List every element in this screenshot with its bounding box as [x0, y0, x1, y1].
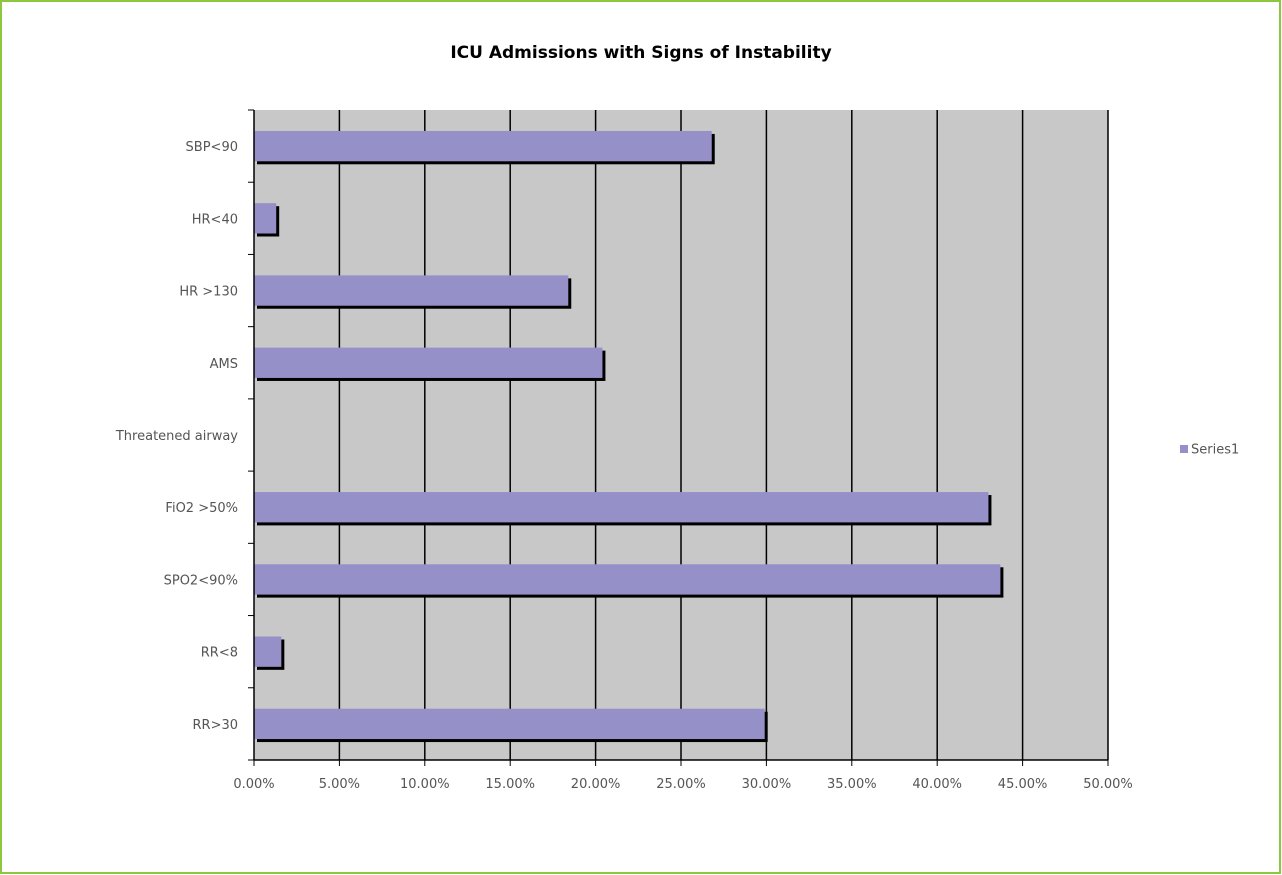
bars — [254, 130, 1004, 743]
x-tick-label: 35.00% — [827, 777, 877, 792]
category-label: RR>30 — [193, 718, 239, 733]
category-label: Threatened airway — [115, 429, 238, 444]
x-tick-label: 25.00% — [656, 777, 706, 792]
x-tick-label: 10.00% — [400, 777, 450, 792]
axes — [248, 109, 1109, 766]
bar — [254, 130, 712, 162]
category-label: RR<8 — [201, 646, 238, 661]
chart-title: ICU Admissions with Signs of Instability — [450, 43, 831, 63]
legend-swatch — [1180, 445, 1188, 453]
bar — [254, 564, 1001, 595]
category-label: HR >130 — [179, 285, 238, 300]
legend-label: Series1 — [1191, 443, 1239, 458]
category-label: AMS — [210, 357, 238, 372]
x-tick-label: 20.00% — [571, 777, 621, 792]
x-tick-label: 5.00% — [319, 777, 360, 792]
x-tick-label: 0.00% — [233, 777, 274, 792]
gridlines — [338, 110, 1109, 760]
x-tick-label: 45.00% — [998, 777, 1048, 792]
category-label: HR<40 — [192, 212, 238, 227]
x-tick-label: 15.00% — [485, 777, 535, 792]
x-tick-label: 30.00% — [742, 777, 792, 792]
bar — [254, 492, 989, 523]
bar — [254, 708, 765, 740]
bar — [254, 203, 277, 234]
legend: Series1 — [1180, 443, 1239, 458]
bar — [254, 636, 282, 667]
category-label: SPO2<90% — [164, 573, 238, 588]
bar — [254, 347, 603, 378]
value-axis-labels: 0.00% 5.00% 10.00% 15.00% 20.00% 25.00% 30.00%… — [233, 777, 1132, 792]
x-tick-label: 40.00% — [912, 777, 962, 792]
category-axis-labels: SBP<90 HR<40 HR >130 AMS Threatened airway Fi… — [115, 140, 238, 733]
category-label: FiO2 >50% — [165, 501, 238, 516]
bar — [254, 275, 569, 306]
x-tick-label: 50.00% — [1083, 777, 1133, 792]
category-label: SBP<90 — [186, 140, 238, 155]
